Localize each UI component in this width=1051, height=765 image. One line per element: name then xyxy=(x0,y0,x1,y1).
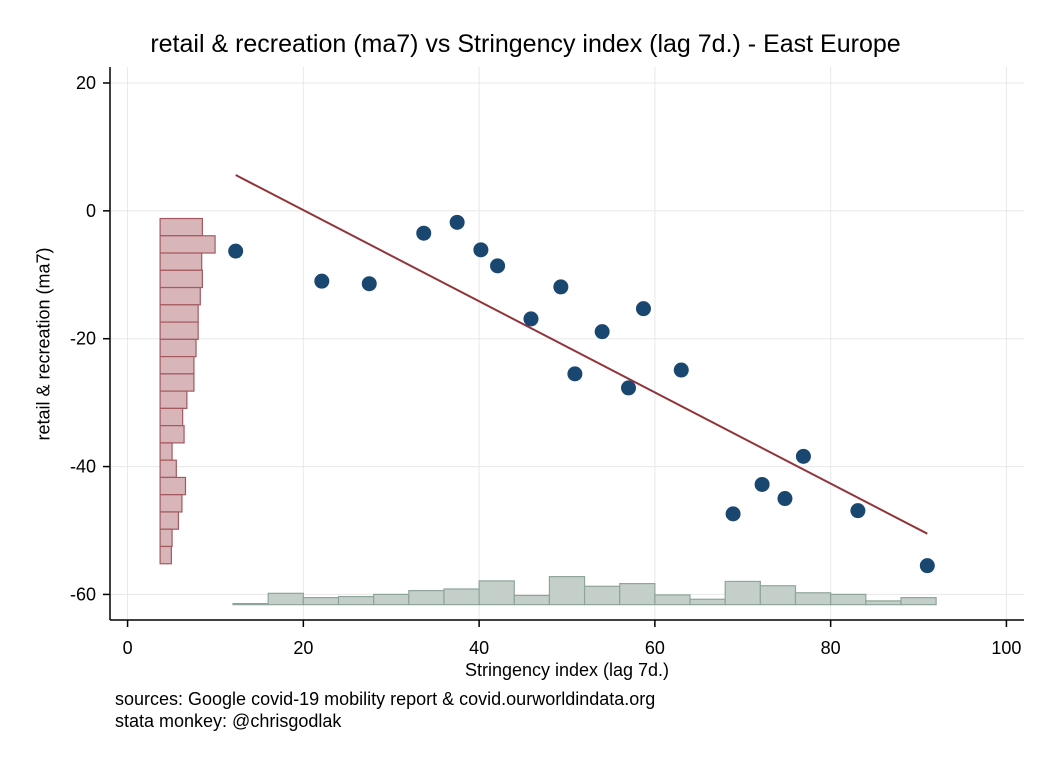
y-tick-label: 0 xyxy=(86,201,96,221)
scatter-point xyxy=(416,225,432,241)
x-histogram-bar xyxy=(759,585,797,606)
scatter-point xyxy=(621,380,637,396)
scatter-point xyxy=(777,491,793,507)
x-histogram-bar xyxy=(513,594,551,606)
x-histogram-bar xyxy=(232,602,269,606)
x-tick-label: 80 xyxy=(821,638,841,658)
x-histogram-bar xyxy=(900,597,937,606)
x-tick-label: 20 xyxy=(293,638,313,658)
fitted-line xyxy=(235,174,928,535)
y-histogram-bar xyxy=(159,356,195,375)
y-histogram-bar xyxy=(159,511,180,530)
x-histogram-bar xyxy=(724,580,761,606)
scatter-point xyxy=(314,273,330,289)
x-tick-label: 0 xyxy=(123,638,133,658)
scatter-point xyxy=(490,258,506,274)
scatter-point xyxy=(553,279,569,295)
scatter-point xyxy=(228,243,244,259)
x-histogram-bar xyxy=(619,582,656,606)
x-tick-label: 40 xyxy=(469,638,489,658)
y-histogram-bar xyxy=(159,459,177,479)
scatter-point xyxy=(523,311,539,327)
y-histogram-bar xyxy=(159,528,173,548)
y-histogram-bar xyxy=(159,217,203,237)
x-histogram-bar xyxy=(865,600,902,606)
x-histogram-bar xyxy=(478,580,515,606)
y-histogram-bar xyxy=(159,390,188,409)
y-histogram-bar xyxy=(159,269,203,289)
y-tick-label: -60 xyxy=(70,584,96,604)
x-histogram-bar xyxy=(548,575,586,606)
chart-title: retail & recreation (ma7) vs Stringency … xyxy=(150,30,901,58)
y-histogram-bar xyxy=(159,407,184,427)
author-note: stata monkey: @chrisgodlak xyxy=(115,711,342,731)
scatter-point xyxy=(673,362,689,378)
y-histogram-bar xyxy=(159,321,199,340)
x-histogram-bar xyxy=(408,590,445,606)
scatter-point xyxy=(850,503,866,519)
y-histogram-bar xyxy=(159,338,197,358)
scatter-point xyxy=(795,448,811,464)
scatter-point xyxy=(361,276,377,292)
y-histogram-bar xyxy=(159,304,199,323)
x-histogram-bar xyxy=(443,588,480,606)
y-histogram-bar xyxy=(159,252,203,271)
y-histogram-bar xyxy=(159,494,183,513)
scatter-point xyxy=(919,558,935,574)
x-tick-label: 100 xyxy=(991,638,1021,658)
x-histogram-bar xyxy=(267,592,304,606)
x-histogram-bar xyxy=(654,594,691,606)
x-histogram-bar xyxy=(302,597,340,606)
x-histogram-bar xyxy=(794,592,832,606)
y-histogram-bar xyxy=(159,425,185,444)
x-histogram-bar xyxy=(373,593,410,606)
scatter-point xyxy=(567,366,583,382)
x-axis-label: Stringency index (lag 7d.) xyxy=(464,660,670,680)
scatter-point xyxy=(754,476,770,492)
y-tick-label: -40 xyxy=(70,457,96,477)
y-histogram-bar xyxy=(159,373,195,392)
y-tick-label: 20 xyxy=(76,73,96,93)
scatter-point xyxy=(725,506,741,522)
y-histogram-bar xyxy=(159,235,216,254)
scatter-point xyxy=(594,324,610,340)
y-histogram-bar xyxy=(159,545,172,565)
sources-note: sources: Google covid-19 mobility report… xyxy=(115,689,656,709)
scatter-point xyxy=(635,301,651,317)
x-histogram-bar xyxy=(689,598,726,606)
y-histogram-bar xyxy=(159,476,187,496)
y-histogram-bar xyxy=(159,286,201,306)
y-tick-label: -20 xyxy=(70,329,96,349)
x-histogram-bar xyxy=(583,585,621,606)
scatter-point xyxy=(473,242,489,258)
y-axis-label: retail & recreation (ma7) xyxy=(33,247,54,441)
x-histogram-bar xyxy=(337,595,375,606)
scatter-point xyxy=(449,214,465,230)
x-histogram-bar xyxy=(830,593,867,606)
x-tick-label: 60 xyxy=(645,638,665,658)
y-histogram-bar xyxy=(159,442,173,461)
